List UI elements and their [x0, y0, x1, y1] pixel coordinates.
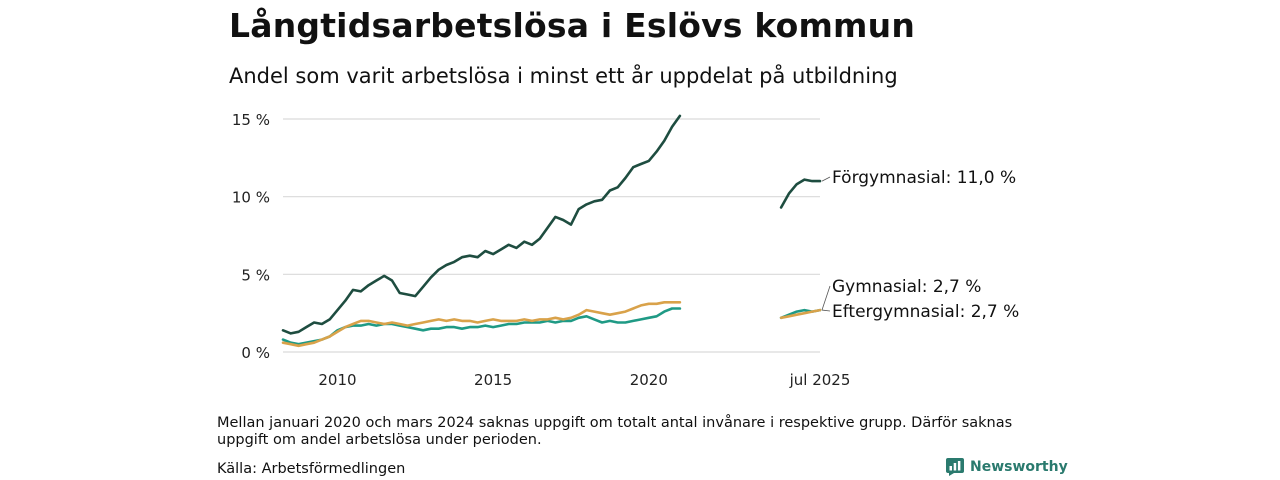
chart-title: Långtidsarbetslösa i Eslövs kommun	[229, 6, 916, 45]
x-tick-label: 2020	[630, 371, 668, 389]
series-end-label: Eftergymnasial: 2,7 %	[832, 302, 1019, 322]
footnote: Mellan januari 2020 och mars 2024 saknas…	[217, 415, 1013, 448]
label-leader-line	[821, 309, 831, 312]
y-tick-label: 10 %	[232, 189, 270, 207]
series-line-förgymnasial	[281, 114, 682, 335]
newsworthy-logo-icon	[946, 458, 964, 476]
y-tick-label: 0 %	[241, 344, 270, 362]
x-tick-label: jul 2025	[789, 371, 851, 389]
series-line-eftergymnasial	[779, 308, 822, 320]
y-tick-label: 5 %	[241, 266, 270, 284]
series-lines	[281, 114, 822, 348]
x-tick-label: 2015	[474, 371, 512, 389]
x-tick-label: 2010	[318, 371, 356, 389]
series-line-förgymnasial	[779, 178, 822, 209]
series-end-labels: Förgymnasial: 11,0 % Gymnasial: 2,7 % Efte…	[821, 168, 1019, 322]
chart-subtitle: Andel som varit arbetslösa i minst ett å…	[229, 64, 898, 88]
series-end-label: Förgymnasial: 11,0 %	[832, 168, 1016, 188]
source-text: Källa: Arbetsförmedlingen	[217, 461, 406, 477]
label-leader-line	[821, 176, 831, 182]
series-line-eftergymnasial	[281, 301, 682, 348]
y-tick-label: 15 %	[232, 111, 270, 129]
y-axis-ticks: 0 % 5 % 10 % 15 %	[232, 111, 270, 362]
brand-logo[interactable]: Newsworthy	[946, 458, 1068, 476]
series-end-label: Gymnasial: 2,7 %	[832, 277, 981, 297]
x-axis-ticks: 2010 2015 2020 jul 2025	[318, 371, 850, 389]
label-leader-line	[821, 285, 831, 311]
grid-lines	[283, 118, 820, 353]
brand-label: Newsworthy	[970, 459, 1068, 475]
